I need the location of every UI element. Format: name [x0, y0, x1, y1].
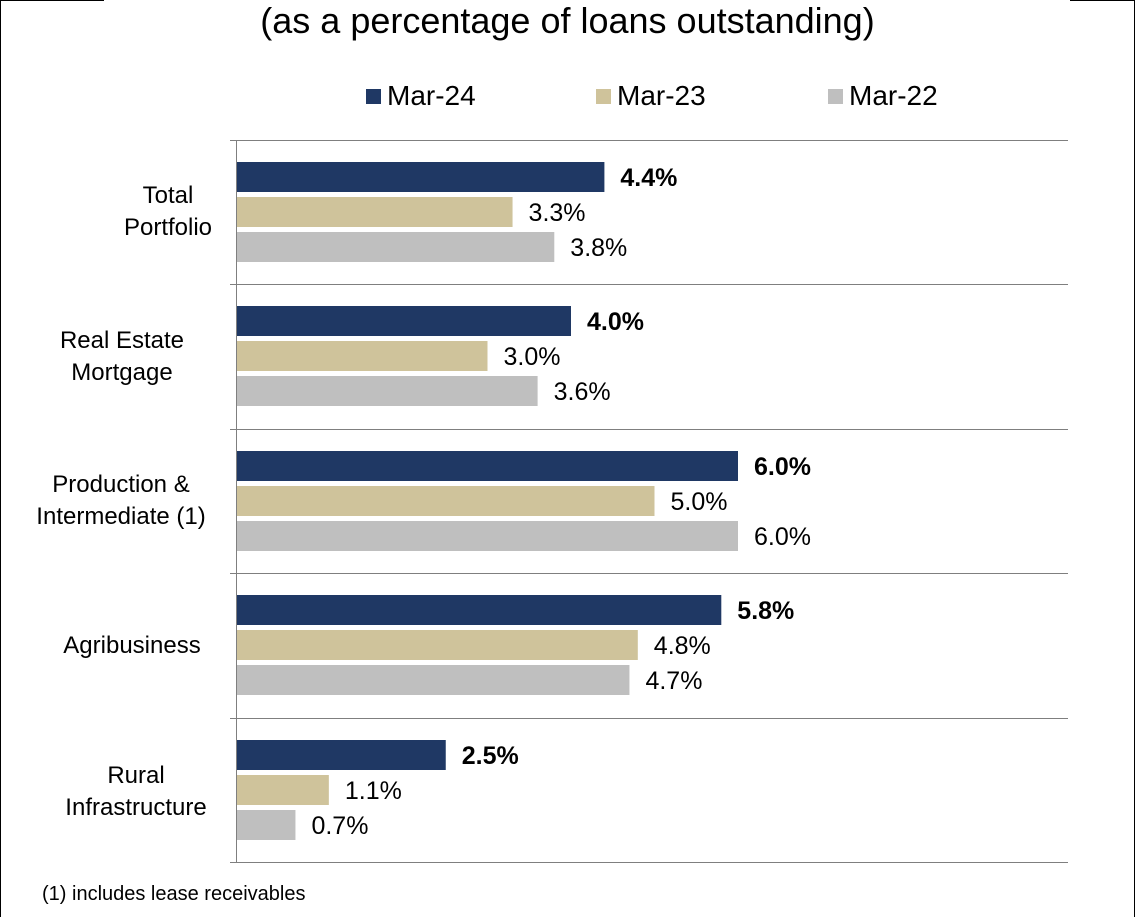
- data-label: 5.0%: [671, 488, 728, 516]
- legend-swatch-mar-24: [366, 88, 381, 104]
- legend-item-mar-23: Mar-23: [596, 80, 706, 112]
- legend-item-mar-22: Mar-22: [828, 80, 938, 112]
- legend-label: Mar-24: [387, 80, 476, 111]
- bar-mar-24-3: [237, 595, 722, 625]
- category-label-agribusiness: Agribusiness: [22, 630, 242, 662]
- bar-mar-22-3: [237, 665, 630, 695]
- bar-mar-24-2: [237, 451, 738, 481]
- data-label: 4.8%: [654, 632, 711, 660]
- category-label-line: Agribusiness: [63, 632, 201, 659]
- bar-mar-22-4: [237, 810, 296, 840]
- legend: Mar-24 Mar-23 Mar-22: [0, 80, 1135, 116]
- bar-mar-24-1: [237, 306, 571, 336]
- legend-swatch-mar-23: [596, 88, 611, 104]
- legend-item-mar-24: Mar-24: [366, 80, 476, 112]
- data-label: 2.5%: [462, 742, 519, 770]
- data-label: 4.4%: [620, 164, 677, 192]
- category-label-line: Total: [142, 182, 194, 209]
- category-label-line: Rural: [107, 762, 165, 789]
- bar-mar-22-2: [237, 521, 738, 551]
- category-label-real-estate-mortgage: Real Estate Mortgage: [12, 325, 232, 389]
- bar-mar-22-0: [237, 232, 555, 262]
- bar-mar-23-1: [237, 341, 488, 371]
- data-label: 0.7%: [311, 812, 368, 840]
- data-label: 6.0%: [754, 453, 811, 481]
- category-label-line: Real Estate: [59, 327, 185, 354]
- category-label-line: Mortgage: [71, 359, 173, 386]
- legend-label: Mar-22: [849, 80, 938, 111]
- bar-mar-23-4: [237, 775, 329, 805]
- data-label: 3.0%: [504, 343, 561, 371]
- data-label: 4.7%: [645, 667, 702, 695]
- category-label-line: Portfolio: [123, 214, 213, 241]
- bar-mar-24-0: [237, 162, 605, 192]
- legend-label: Mar-23: [617, 80, 706, 111]
- category-label-line: Production &: [52, 471, 190, 498]
- category-label-line: Intermediate (1): [36, 503, 206, 530]
- data-label: 1.1%: [345, 777, 402, 805]
- category-label-total-portfolio: Total Portfolio: [58, 180, 278, 244]
- footnote: (1) includes lease receivables: [42, 883, 306, 905]
- bar-mar-23-2: [237, 486, 655, 516]
- bar-mar-23-3: [237, 630, 638, 660]
- category-label-production-intermediate: Production & Intermediate (1): [11, 469, 231, 533]
- bar-mar-24-4: [237, 740, 446, 770]
- bar-mar-22-1: [237, 376, 538, 406]
- data-label: 5.8%: [737, 597, 794, 625]
- bar-mar-23-0: [237, 197, 513, 227]
- chart-subtitle: (as a percentage of loans outstanding): [260, 0, 875, 41]
- data-label: 3.8%: [570, 234, 627, 262]
- category-label-line: Infrastructure: [65, 794, 207, 821]
- legend-swatch-mar-22: [828, 88, 843, 104]
- category-label-rural-infrastructure: Rural Infrastructure: [26, 760, 246, 824]
- data-label: 4.0%: [587, 308, 644, 336]
- data-label: 6.0%: [754, 523, 811, 551]
- data-label: 3.3%: [529, 199, 586, 227]
- data-label: 3.6%: [554, 378, 611, 406]
